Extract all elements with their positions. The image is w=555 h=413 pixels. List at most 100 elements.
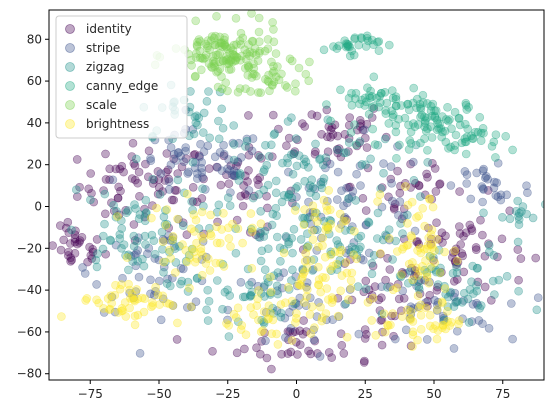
data-point xyxy=(340,226,350,235)
data-point xyxy=(295,280,305,290)
data-point xyxy=(164,174,173,184)
data-point xyxy=(430,111,440,121)
data-point xyxy=(189,129,199,139)
data-point xyxy=(532,305,542,315)
data-point xyxy=(146,154,155,163)
data-point xyxy=(391,94,401,104)
data-point xyxy=(190,112,200,122)
data-point xyxy=(130,200,139,209)
data-point xyxy=(213,163,222,172)
data-point xyxy=(443,116,453,126)
data-point xyxy=(383,321,393,331)
data-point xyxy=(414,285,424,294)
data-point xyxy=(288,328,298,337)
data-point xyxy=(151,286,160,296)
data-point xyxy=(70,237,80,247)
data-point xyxy=(489,251,499,260)
data-point xyxy=(361,206,371,215)
data-point xyxy=(502,271,512,281)
data-point xyxy=(148,179,158,188)
data-point xyxy=(197,168,207,177)
data-point xyxy=(197,158,206,167)
data-point xyxy=(150,254,160,263)
data-point xyxy=(431,265,441,275)
data-point xyxy=(337,340,347,350)
data-point xyxy=(370,140,380,149)
data-point xyxy=(387,86,397,95)
data-point xyxy=(476,128,486,138)
data-point xyxy=(222,44,232,54)
data-point xyxy=(312,208,321,218)
data-point xyxy=(244,40,253,49)
data-point xyxy=(399,293,409,303)
data-point xyxy=(346,276,356,285)
data-point xyxy=(376,316,386,325)
data-point xyxy=(187,244,197,254)
data-point xyxy=(186,55,196,65)
data-point xyxy=(218,56,228,66)
data-point xyxy=(113,193,123,203)
data-point xyxy=(262,353,272,363)
data-point xyxy=(292,281,302,291)
data-point xyxy=(206,229,215,238)
data-point xyxy=(187,302,196,312)
data-point xyxy=(220,287,230,297)
data-point xyxy=(225,56,234,66)
data-point xyxy=(323,115,333,124)
data-point xyxy=(347,192,357,201)
data-point xyxy=(255,152,265,162)
data-point xyxy=(402,305,412,315)
data-point xyxy=(206,210,215,220)
data-point xyxy=(223,86,232,96)
data-point xyxy=(121,251,130,260)
data-point xyxy=(360,125,369,135)
data-point xyxy=(190,247,199,257)
data-point xyxy=(171,268,180,277)
data-point xyxy=(192,238,201,248)
data-point xyxy=(300,176,310,186)
data-point xyxy=(302,282,311,292)
data-point xyxy=(376,184,386,193)
data-point xyxy=(363,163,373,173)
data-point xyxy=(439,316,448,326)
data-point xyxy=(245,51,255,61)
data-point xyxy=(406,314,416,323)
data-point xyxy=(180,188,189,198)
data-point xyxy=(72,155,82,164)
data-point xyxy=(155,300,164,309)
data-point xyxy=(316,180,326,189)
data-point xyxy=(263,244,273,253)
data-point xyxy=(70,249,80,258)
data-point xyxy=(461,98,471,108)
data-point xyxy=(135,192,144,201)
data-point xyxy=(473,300,483,310)
data-point xyxy=(464,318,474,327)
data-point xyxy=(256,207,266,216)
data-point xyxy=(454,222,464,231)
data-point xyxy=(181,256,191,266)
data-point xyxy=(229,309,239,319)
data-point xyxy=(164,231,173,241)
data-point xyxy=(269,37,279,47)
data-point xyxy=(438,320,448,330)
data-point xyxy=(460,134,470,143)
data-point xyxy=(121,312,131,321)
data-point xyxy=(173,169,182,178)
data-point xyxy=(397,101,406,110)
data-point xyxy=(222,319,231,328)
data-point xyxy=(114,182,123,192)
data-point xyxy=(263,44,273,54)
data-point xyxy=(143,249,152,259)
data-point xyxy=(432,115,442,125)
data-point xyxy=(310,207,320,217)
data-point xyxy=(229,170,239,179)
data-point xyxy=(223,305,233,315)
data-point xyxy=(241,330,251,340)
x-tick-label: 25 xyxy=(358,387,373,401)
data-point xyxy=(175,242,184,251)
data-point xyxy=(85,242,94,252)
data-point xyxy=(416,104,426,114)
data-point xyxy=(409,304,418,313)
data-point xyxy=(299,316,308,325)
data-point xyxy=(199,108,209,118)
